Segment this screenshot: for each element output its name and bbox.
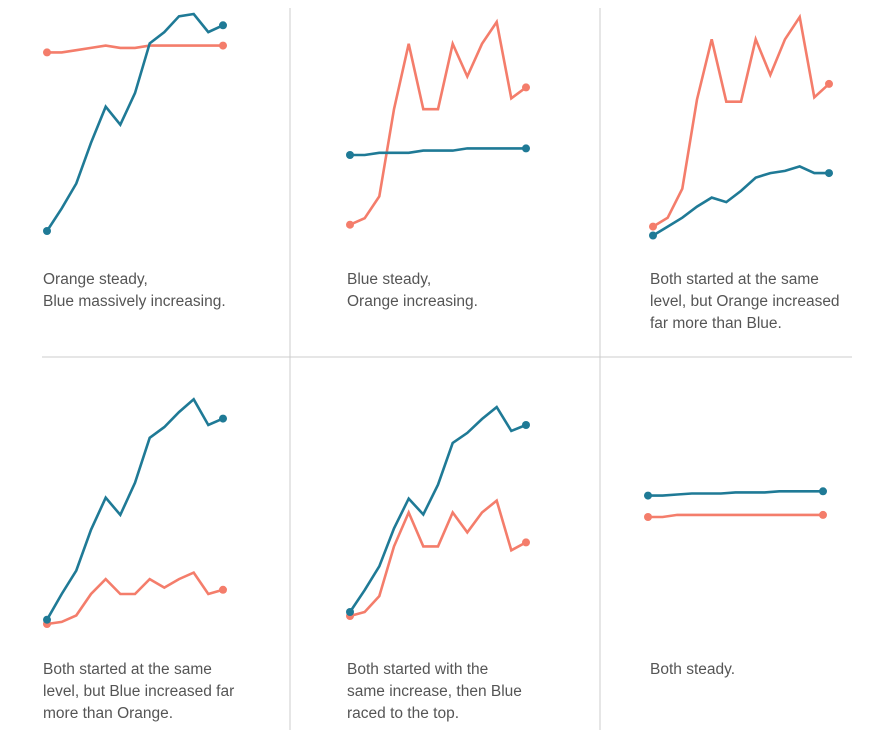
- blue-start-point: [346, 151, 354, 159]
- caption-line: level, but Blue increased far: [43, 683, 235, 700]
- blue-end-point: [219, 21, 227, 30]
- blue-series-line: [648, 489, 823, 497]
- orange-start-point: [346, 220, 354, 229]
- caption-line: Both started with the: [347, 661, 489, 678]
- orange-end-point: [819, 510, 827, 519]
- caption-line: Both steady.: [650, 661, 736, 678]
- blue-start-point: [43, 227, 51, 235]
- caption-panel-2: Blue steady, Orange increasing.: [347, 269, 478, 313]
- orange-end-point: [219, 585, 227, 594]
- line-chart-5: [346, 405, 530, 620]
- caption-line: level, but Orange increased: [650, 293, 840, 310]
- caption-line: Both started at the same: [43, 661, 212, 678]
- blue-end-point: [825, 169, 833, 178]
- orange-start-point: [43, 48, 51, 57]
- blue-start-point: [346, 608, 354, 616]
- orange-series-line: [349, 498, 527, 618]
- orange-end-point: [522, 83, 530, 92]
- caption-line: Blue massively increasing.: [43, 293, 226, 310]
- line-chart-6: [644, 487, 827, 521]
- line-chart-4: [43, 397, 227, 628]
- blue-start-point: [43, 615, 51, 624]
- caption-line: more than Orange.: [43, 705, 174, 722]
- line-chart-1: [43, 12, 227, 235]
- caption-line: same increase, then Blue: [347, 683, 522, 700]
- line-chart-3: [649, 13, 833, 240]
- blue-series-line: [45, 397, 224, 621]
- blue-start-point: [649, 231, 657, 240]
- orange-series-line: [652, 13, 830, 228]
- caption-line: Blue steady,: [347, 271, 432, 288]
- orange-end-point: [825, 79, 833, 88]
- caption-line: Both started at the same: [650, 271, 819, 288]
- caption-line: Orange steady,: [43, 271, 148, 288]
- blue-end-point: [522, 144, 530, 153]
- blue-series-line: [652, 165, 829, 237]
- caption-line: raced to the top.: [347, 705, 460, 722]
- orange-end-point: [522, 538, 530, 547]
- orange-start-point: [644, 513, 652, 521]
- blue-end-point: [819, 487, 827, 496]
- orange-series-line: [648, 513, 823, 519]
- blue-start-point: [644, 491, 652, 500]
- caption-line: far more than Blue.: [650, 315, 782, 332]
- line-chart-2: [346, 18, 530, 229]
- blue-end-point: [522, 421, 530, 429]
- caption-panel-1: Orange steady, Blue massively increasing…: [43, 269, 226, 313]
- caption-panel-5: Both started with the same increase, the…: [347, 659, 522, 725]
- caption-panel-3: Both started at the same level, but Oran…: [650, 269, 840, 335]
- blue-end-point: [219, 414, 227, 423]
- orange-series-line: [46, 570, 224, 626]
- caption-line: Orange increasing.: [347, 293, 478, 310]
- orange-series-line: [47, 44, 223, 54]
- blue-series-line: [350, 147, 526, 157]
- caption-panel-6: Both steady.: [650, 659, 735, 681]
- orange-end-point: [219, 41, 227, 50]
- plots-layer: [43, 12, 833, 628]
- caption-panel-4: Both started at the same level, but Blue…: [43, 659, 234, 725]
- orange-start-point: [649, 222, 657, 231]
- blue-series-line: [348, 405, 527, 613]
- orange-series-line: [349, 18, 527, 226]
- blue-series-line: [45, 12, 224, 232]
